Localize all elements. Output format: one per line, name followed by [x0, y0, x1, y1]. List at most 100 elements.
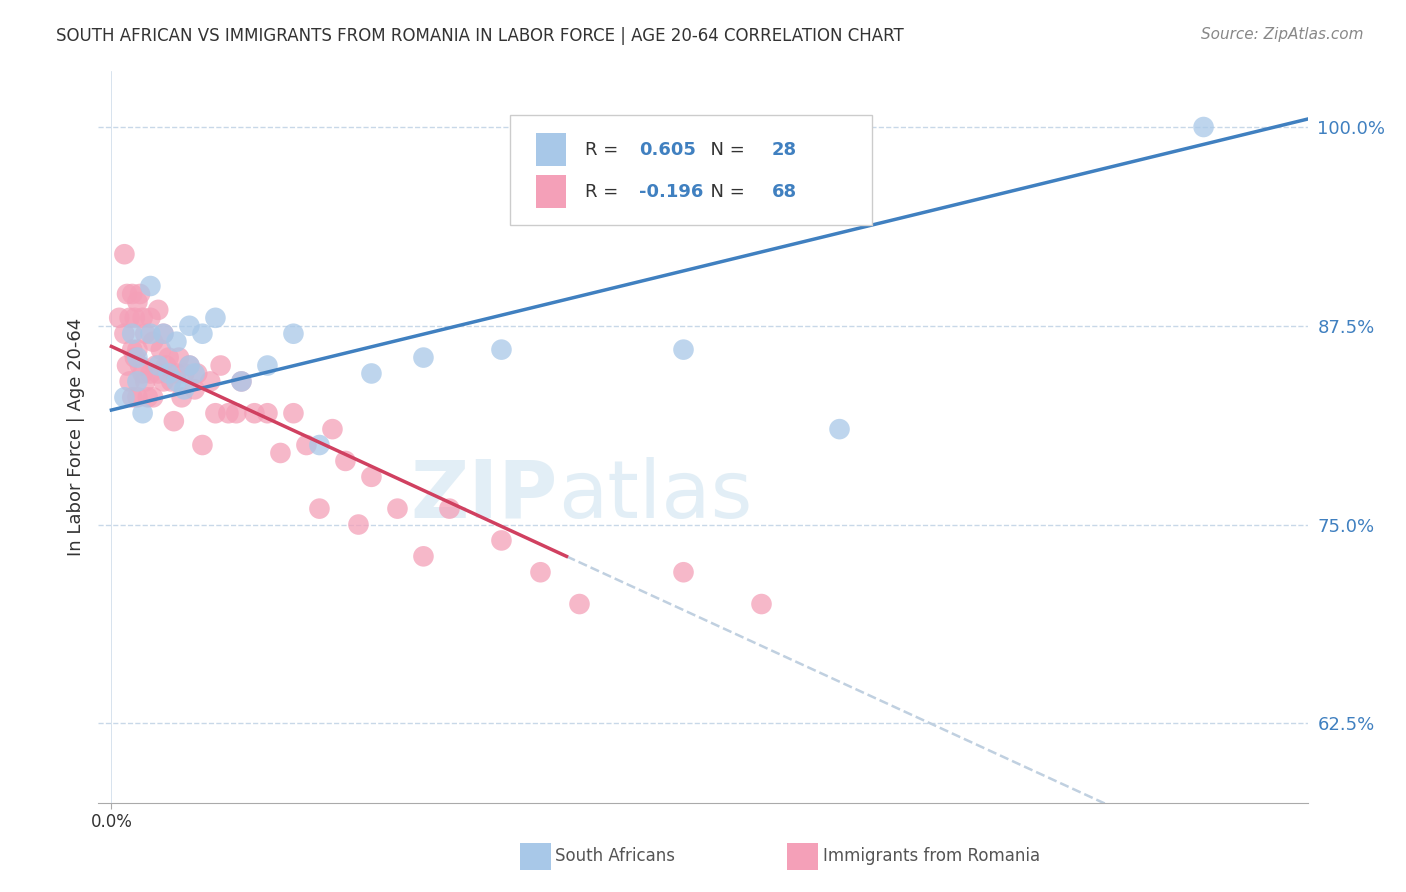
Point: [491, 343, 513, 357]
Point: [308, 501, 330, 516]
Text: N =: N =: [699, 141, 751, 159]
Point: [118, 310, 141, 325]
Point: [191, 326, 214, 341]
Y-axis label: In Labor Force | Age 20-64: In Labor Force | Age 20-64: [66, 318, 84, 557]
Point: [134, 375, 156, 389]
Point: [139, 310, 162, 325]
Point: [165, 375, 187, 389]
Text: N =: N =: [699, 183, 751, 201]
Point: [225, 406, 247, 420]
Point: [145, 359, 167, 373]
Point: [148, 302, 170, 317]
Point: [173, 383, 195, 397]
Point: [191, 438, 214, 452]
Text: South Africans: South Africans: [555, 847, 675, 865]
Text: R =: R =: [585, 183, 623, 201]
Point: [118, 375, 141, 389]
Point: [112, 390, 135, 404]
Point: [115, 359, 138, 373]
Point: [179, 359, 201, 373]
Point: [152, 326, 174, 341]
Point: [148, 367, 170, 381]
Point: [529, 566, 551, 580]
Point: [129, 287, 152, 301]
Point: [183, 383, 205, 397]
Point: [131, 406, 153, 420]
Point: [231, 375, 253, 389]
Point: [186, 367, 208, 381]
Point: [139, 326, 162, 341]
Point: [112, 247, 135, 261]
Point: [124, 310, 146, 325]
Point: [121, 326, 143, 341]
Point: [335, 454, 357, 468]
Point: [283, 326, 305, 341]
Point: [179, 318, 201, 333]
Point: [217, 406, 239, 420]
Point: [360, 470, 382, 484]
Point: [165, 367, 187, 381]
Point: [127, 343, 149, 357]
Point: [491, 533, 513, 548]
Point: [127, 351, 149, 365]
Point: [439, 501, 461, 516]
Point: [295, 438, 318, 452]
Point: [157, 351, 180, 365]
Text: R =: R =: [585, 141, 623, 159]
Text: 68: 68: [772, 183, 797, 201]
Text: 0.605: 0.605: [638, 141, 696, 159]
FancyBboxPatch shape: [536, 133, 567, 166]
Point: [360, 367, 382, 381]
Text: 28: 28: [772, 141, 797, 159]
Point: [672, 566, 695, 580]
Point: [828, 422, 851, 436]
Point: [127, 390, 149, 404]
Point: [115, 287, 138, 301]
Point: [124, 351, 146, 365]
Point: [142, 334, 165, 349]
Point: [160, 375, 183, 389]
Point: [256, 359, 278, 373]
Point: [131, 367, 153, 381]
Point: [751, 597, 773, 611]
Point: [152, 375, 174, 389]
Point: [204, 406, 226, 420]
Point: [121, 343, 143, 357]
Point: [179, 359, 201, 373]
Point: [269, 446, 291, 460]
Point: [163, 414, 186, 428]
Text: Source: ZipAtlas.com: Source: ZipAtlas.com: [1201, 27, 1364, 42]
Point: [200, 375, 222, 389]
Point: [139, 367, 162, 381]
Point: [412, 549, 434, 564]
Text: SOUTH AFRICAN VS IMMIGRANTS FROM ROMANIA IN LABOR FORCE | AGE 20-64 CORRELATION : SOUTH AFRICAN VS IMMIGRANTS FROM ROMANIA…: [56, 27, 904, 45]
Point: [127, 294, 149, 309]
Point: [152, 326, 174, 341]
Point: [129, 359, 152, 373]
Point: [672, 343, 695, 357]
Point: [283, 406, 305, 420]
FancyBboxPatch shape: [536, 175, 567, 208]
Point: [1192, 120, 1215, 134]
Point: [170, 390, 193, 404]
Point: [412, 351, 434, 365]
Point: [127, 375, 149, 389]
Point: [108, 310, 131, 325]
Text: atlas: atlas: [558, 457, 752, 534]
Point: [142, 390, 165, 404]
Point: [148, 359, 170, 373]
Point: [121, 390, 143, 404]
Point: [173, 367, 195, 381]
Point: [347, 517, 370, 532]
Point: [256, 406, 278, 420]
Point: [321, 422, 343, 436]
Text: -0.196: -0.196: [638, 183, 703, 201]
Point: [568, 597, 591, 611]
Point: [112, 326, 135, 341]
Point: [165, 334, 187, 349]
Point: [204, 310, 226, 325]
Point: [149, 343, 172, 357]
Point: [387, 501, 409, 516]
Text: ZIP: ZIP: [411, 457, 558, 534]
FancyBboxPatch shape: [509, 115, 872, 225]
